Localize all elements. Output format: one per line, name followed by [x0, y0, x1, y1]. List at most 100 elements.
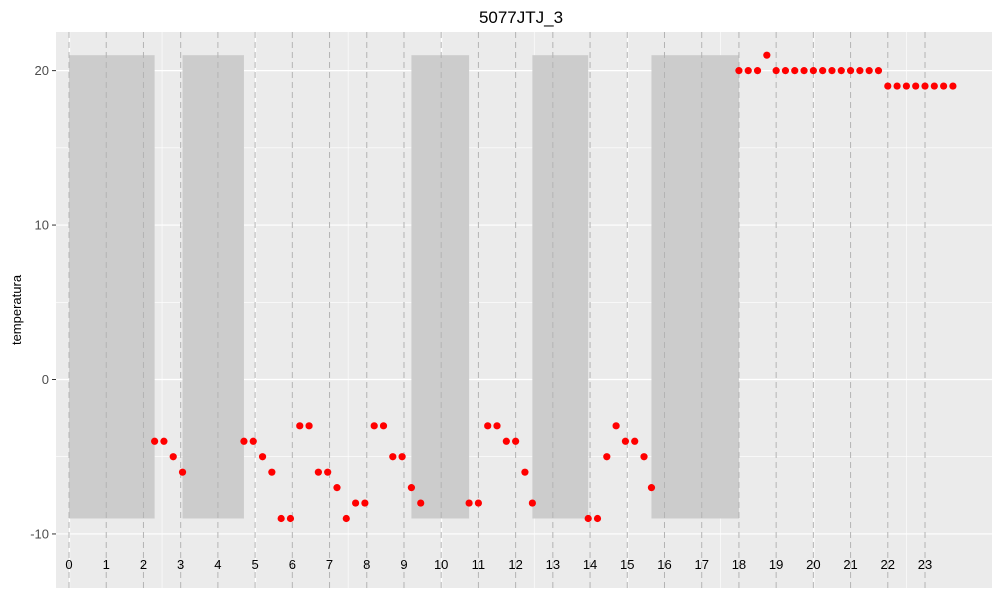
y-tick-label: 10 — [35, 218, 49, 233]
data-point — [258, 453, 267, 461]
data-point — [837, 67, 845, 75]
data-point — [512, 437, 520, 445]
y-axis-ticks: -10 0 10 20 — [30, 63, 56, 541]
x-tick-label: 8 — [363, 557, 370, 572]
data-point — [621, 437, 630, 445]
data-point — [735, 67, 743, 75]
hour-divider-lines — [68, 32, 926, 588]
data-point — [647, 484, 656, 492]
data-point — [169, 453, 177, 461]
x-tick-label: 1 — [103, 557, 110, 572]
data-point — [407, 484, 416, 492]
data-point — [333, 484, 341, 492]
data-point — [921, 82, 929, 90]
shaded-region — [411, 55, 470, 519]
x-tick-label: 11 — [472, 557, 486, 572]
data-point — [379, 422, 388, 430]
data-point — [268, 468, 276, 476]
data-point — [640, 453, 648, 461]
data-point — [314, 468, 322, 476]
data-point — [484, 422, 492, 430]
data-point — [249, 437, 257, 445]
data-points — [151, 51, 957, 523]
data-point — [361, 499, 369, 507]
chart-title: 5077JTJ_3 — [479, 8, 563, 27]
data-point — [593, 514, 602, 523]
x-tick-label: 15 — [620, 557, 634, 572]
data-point — [772, 67, 780, 75]
shaded-regions — [69, 55, 739, 519]
x-axis-tick-labels: 0 1 2 3 4 5 6 7 8 9 10 11 12 13 14 15 16 17 18 19 20 21 22 23 — [65, 557, 932, 572]
data-point — [305, 422, 313, 430]
data-point — [612, 422, 620, 430]
x-tick-label: 22 — [881, 557, 895, 572]
data-point — [884, 82, 892, 90]
data-point — [240, 437, 248, 445]
data-point — [763, 51, 771, 59]
x-tick-label: 9 — [400, 557, 407, 572]
data-point — [893, 82, 901, 90]
data-point — [370, 422, 378, 430]
x-tick-label: 5 — [251, 557, 258, 572]
x-tick-label: 19 — [769, 557, 783, 572]
y-tick-label: 20 — [35, 63, 49, 78]
x-tick-label: 2 — [140, 557, 147, 572]
y-tick-label: -10 — [30, 526, 49, 541]
x-tick-label: 0 — [65, 557, 72, 572]
x-tick-label: 17 — [694, 557, 708, 572]
data-point — [949, 82, 957, 90]
x-tick-label: 20 — [806, 557, 820, 572]
data-point — [791, 67, 799, 75]
shaded-region — [182, 55, 244, 519]
shaded-region — [69, 55, 155, 519]
data-point — [160, 437, 168, 445]
data-point — [465, 499, 473, 507]
data-point — [631, 437, 639, 445]
data-point — [474, 499, 483, 507]
data-point — [603, 453, 611, 461]
x-tick-label: 12 — [508, 557, 522, 572]
data-point — [398, 453, 406, 461]
data-point — [178, 468, 187, 476]
x-tick-label: 4 — [214, 557, 221, 572]
data-point — [493, 422, 501, 430]
data-point — [389, 453, 397, 461]
data-point — [800, 67, 808, 75]
data-point — [151, 437, 159, 445]
data-point — [874, 67, 883, 75]
data-point — [351, 499, 360, 507]
data-point — [753, 67, 762, 75]
data-point — [324, 468, 332, 476]
x-tick-label: 7 — [326, 557, 333, 572]
data-point — [819, 67, 827, 75]
data-point — [502, 437, 510, 445]
data-point — [846, 67, 855, 75]
data-point — [342, 514, 350, 523]
data-point — [286, 514, 295, 523]
data-point — [930, 82, 938, 90]
shaded-region — [651, 55, 739, 519]
data-point — [521, 468, 529, 476]
data-point — [902, 82, 911, 90]
y-tick-label: 0 — [42, 372, 49, 387]
x-tick-label: 16 — [657, 557, 671, 572]
x-tick-label: 21 — [843, 557, 857, 572]
x-tick-label: 23 — [918, 557, 932, 572]
data-point — [584, 514, 592, 523]
data-point — [744, 67, 752, 75]
data-point — [828, 67, 836, 75]
data-point — [865, 67, 873, 75]
data-point — [528, 499, 536, 507]
x-tick-label: 13 — [546, 557, 560, 572]
x-tick-label: 14 — [583, 557, 597, 572]
x-tick-label: 10 — [434, 557, 448, 572]
x-tick-label: 3 — [177, 557, 184, 572]
data-point — [781, 67, 790, 75]
x-tick-label: 18 — [732, 557, 746, 572]
data-point — [856, 67, 864, 75]
data-point — [912, 82, 920, 90]
x-tick-label: 6 — [289, 557, 296, 572]
data-point — [809, 67, 817, 75]
data-point — [296, 422, 304, 430]
